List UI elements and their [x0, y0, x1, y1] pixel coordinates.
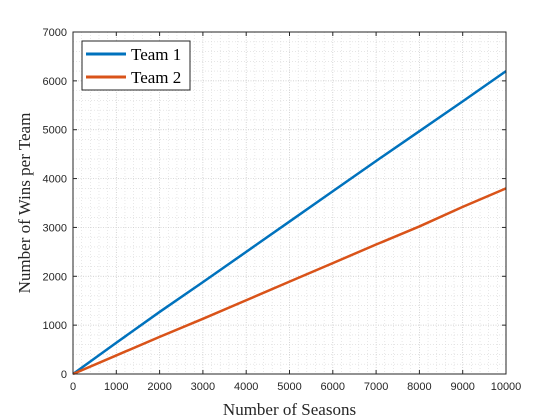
y-tick-label: 0: [61, 369, 67, 381]
x-tick-label: 9000: [450, 381, 474, 393]
x-axis-label: Number of Seasons: [223, 400, 356, 419]
x-tick-label: 0: [70, 381, 76, 393]
x-tick-label: 6000: [321, 381, 345, 393]
series-line-team-2: [72, 187, 507, 376]
y-axis-label: Number of Wins per Team: [15, 113, 34, 294]
y-tick-label: 2000: [43, 271, 67, 283]
ticks-layer: 0 1000 2000 3000 4000 5000 6000 7000 8000 9000 100…: [43, 27, 522, 393]
x-tick-label: 8000: [407, 381, 431, 393]
series-layer: [72, 70, 507, 376]
y-tick-label: 4000: [43, 174, 67, 186]
legend-label-team-2: Team 2: [131, 68, 181, 87]
y-tick-label: 5000: [43, 125, 67, 137]
x-tick-label: 1000: [104, 381, 128, 393]
legend: Team 1 Team 2: [81, 40, 191, 91]
x-tick-label: 4000: [234, 381, 258, 393]
series-line-team-1: [72, 70, 507, 376]
legend-label-team-1: Team 1: [131, 45, 181, 64]
x-tick-label: 2000: [147, 381, 171, 393]
y-tick-label: 1000: [43, 320, 67, 332]
x-tick-label: 3000: [191, 381, 215, 393]
x-tick-label: 5000: [277, 381, 301, 393]
x-tick-label: 10000: [491, 381, 522, 393]
y-tick-label: 3000: [43, 222, 67, 234]
y-tick-label: 6000: [43, 76, 67, 88]
x-tick-label: 7000: [364, 381, 388, 393]
legend-box: [81, 40, 191, 91]
y-tick-label: 7000: [43, 27, 67, 39]
